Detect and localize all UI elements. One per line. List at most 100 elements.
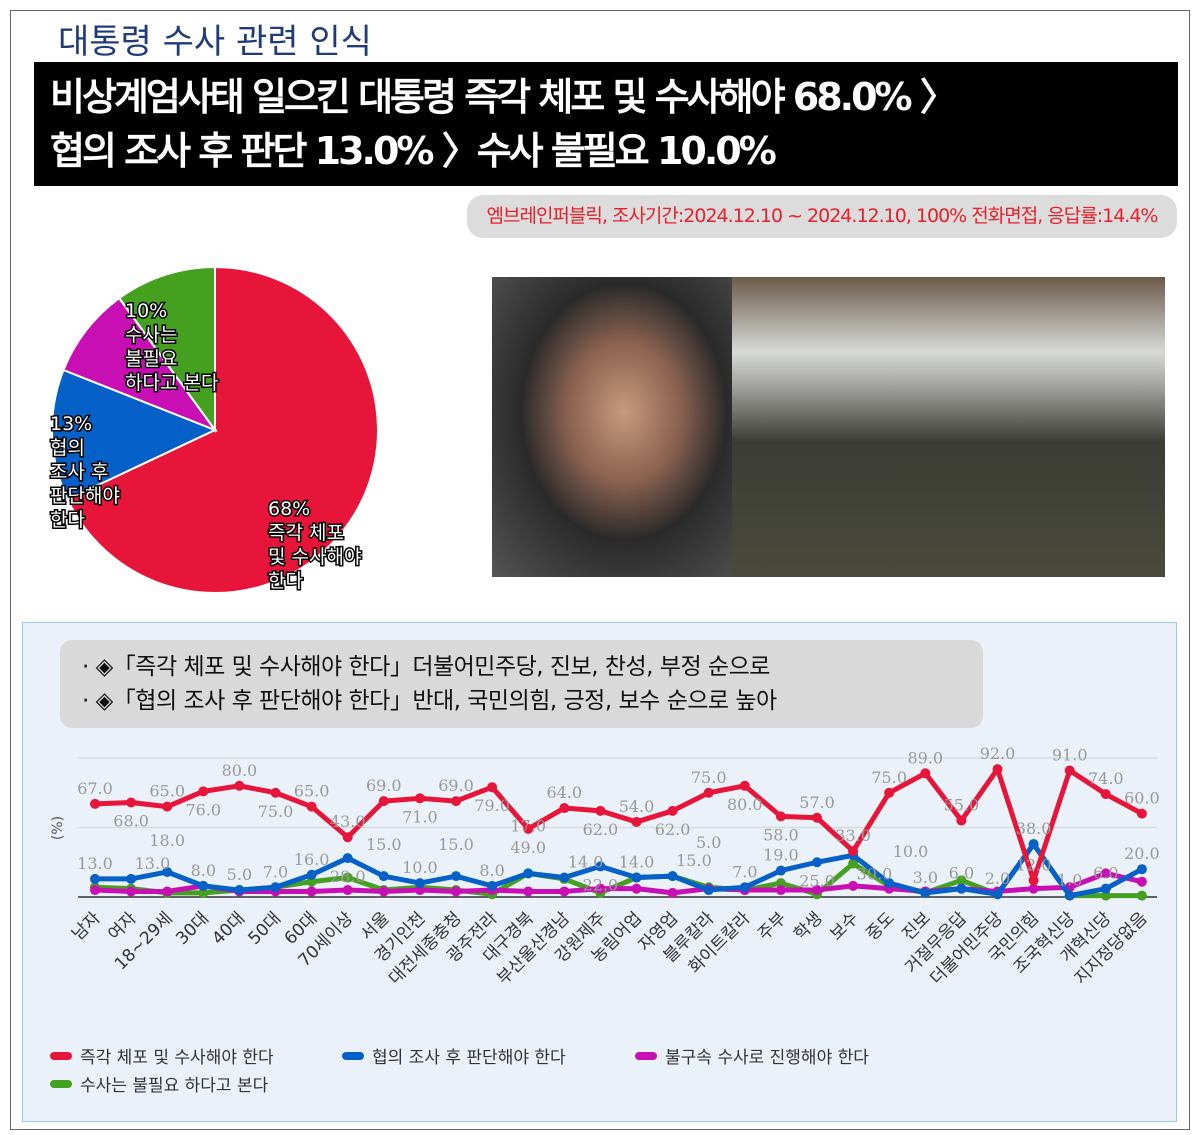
- data-point: [812, 857, 822, 868]
- x-tick-label: 학생: [790, 908, 826, 944]
- data-point: [198, 887, 209, 898]
- data-point: [956, 875, 967, 886]
- data-label: 62.0: [655, 820, 691, 839]
- data-label: 20.0: [1124, 844, 1160, 863]
- data-label: 62.0: [583, 820, 619, 839]
- data-point: [126, 886, 137, 897]
- headline-banner: 비상계엄사태 일으킨 대통령 즉각 체포 및 수사해야 68.0% 〉 협의 조…: [34, 62, 1178, 186]
- data-point: [523, 886, 534, 897]
- x-tick-label: 중도: [862, 908, 898, 944]
- data-label: 19.0: [763, 846, 799, 865]
- legend-swatch: [50, 1051, 72, 1060]
- data-point: [1136, 876, 1147, 887]
- data-label: 65.0: [294, 782, 330, 801]
- data-point: [523, 823, 534, 834]
- legend-item: 협의 조사 후 판단해야 한다: [342, 1043, 566, 1068]
- data-label: 69.0: [438, 776, 474, 795]
- data-label: 49.0: [510, 838, 546, 857]
- data-label: 69.0: [366, 776, 402, 795]
- x-tick-label: 주부: [754, 908, 790, 944]
- data-point: [631, 816, 642, 827]
- data-label: 12.0: [1016, 855, 1052, 874]
- pie-label: 10% 수사는 불필요 하다고 본다: [125, 300, 218, 394]
- data-point: [1064, 890, 1075, 901]
- data-point: [1100, 883, 1111, 894]
- data-point: [812, 812, 822, 823]
- data-point: [342, 872, 353, 883]
- data-point: [126, 873, 137, 884]
- pie-label: 68% 즉각 체포 및 수사해야 한다: [268, 498, 361, 592]
- legend-label: 협의 조사 후 판단해야 한다: [372, 1048, 566, 1068]
- data-point: [1100, 890, 1111, 901]
- data-point: [956, 883, 967, 894]
- data-point: [270, 787, 281, 798]
- data-label: 5.0: [696, 833, 721, 852]
- data-point: [595, 805, 606, 816]
- data-label: 74.0: [1088, 769, 1124, 788]
- pie-slice: [117, 265, 216, 434]
- data-point: [1064, 765, 1075, 776]
- series-line: [94, 766, 1144, 883]
- data-point: [1028, 883, 1039, 894]
- data-point: [775, 865, 786, 876]
- data-point: [342, 832, 353, 843]
- summary-callout: · ◈「즉각 체포 및 수사해야 한다」더불어민주당, 진보, 찬성, 부정 순…: [60, 640, 983, 728]
- pie-slice: [51, 368, 218, 501]
- legend-label: 수사는 불필요 하다고 본다: [80, 1076, 269, 1096]
- headline-line-2: 협의 조사 후 판단 13.0% 〉수사 불필요 10.0%: [50, 129, 777, 173]
- data-label: 17.0: [510, 816, 546, 835]
- data-point: [920, 887, 931, 898]
- data-point: [992, 764, 1003, 775]
- data-point: [1136, 864, 1147, 875]
- data-point: [414, 885, 425, 896]
- data-point: [1028, 839, 1039, 850]
- data-point: [414, 878, 425, 889]
- data-point: [306, 886, 317, 897]
- data-label: 7.0: [263, 862, 288, 881]
- data-label: 75.0: [871, 768, 907, 787]
- callout-line-1: · ◈「즉각 체포 및 수사해야 한다」더불어민주당, 진보, 찬성, 부정 순…: [82, 654, 770, 680]
- data-point: [378, 886, 389, 897]
- data-label: 64.0: [546, 783, 582, 802]
- data-point: [1100, 868, 1111, 879]
- data-label: 80.0: [727, 795, 763, 814]
- data-label: 30.0: [857, 864, 893, 883]
- data-label: 6.0: [1093, 864, 1118, 883]
- data-point: [90, 873, 100, 884]
- data-point: [487, 782, 498, 793]
- legend-label: 불구속 수사로 진행해야 한다: [665, 1048, 869, 1068]
- data-point: [523, 868, 534, 879]
- data-point: [595, 861, 606, 872]
- data-point: [667, 805, 678, 816]
- data-label: 2.0: [985, 869, 1010, 888]
- data-point: [162, 866, 173, 877]
- data-point: [378, 871, 389, 882]
- data-label: 65.0: [149, 782, 185, 801]
- data-label: 80.0: [222, 761, 258, 780]
- data-point: [667, 871, 678, 882]
- data-point: [775, 878, 786, 889]
- data-point: [992, 889, 1003, 900]
- data-label: 43.0: [330, 812, 366, 831]
- data-point: [739, 882, 750, 893]
- callout-line-2: · ◈「협의 조사 후 판단해야 한다」반대, 국민의힘, 긍정, 보수 순으로…: [82, 688, 777, 714]
- data-label: 54.0: [619, 797, 655, 816]
- page-title: 대통령 수사 관련 인식: [58, 22, 372, 62]
- data-label: 67.0: [77, 779, 113, 798]
- data-point: [162, 801, 173, 812]
- data-label: 55.0: [944, 796, 980, 815]
- data-point: [848, 846, 859, 857]
- photo-soldiers: [732, 277, 1165, 577]
- x-tick-label: 50대: [245, 908, 286, 949]
- data-label: 57.0: [799, 793, 835, 812]
- data-point: [595, 883, 606, 894]
- data-point: [378, 796, 389, 807]
- data-label: 8.0: [479, 861, 504, 880]
- data-point: [342, 853, 353, 864]
- data-point: [775, 811, 786, 822]
- data-point: [1100, 789, 1111, 800]
- data-label: 14.0: [619, 853, 655, 872]
- data-label: 10.0: [893, 842, 929, 861]
